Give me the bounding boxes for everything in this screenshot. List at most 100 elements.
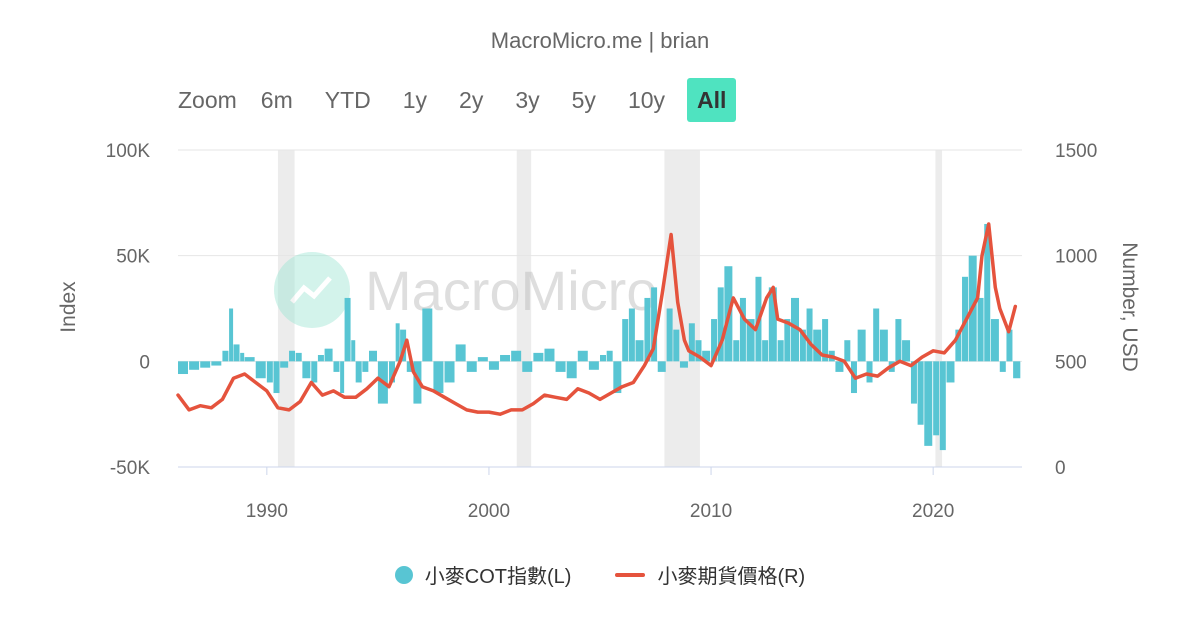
range-button-5y[interactable]: 5y [571, 87, 596, 113]
cot-bar [266, 361, 273, 383]
cot-bars [178, 223, 1021, 451]
cot-bar [389, 361, 395, 383]
cot-bar [822, 319, 829, 362]
left-axis-ticks: 100K 50K 0 -50K [106, 141, 151, 479]
zoom-label: Zoom [178, 86, 237, 113]
cot-bar [644, 297, 651, 362]
recession-bands [277, 150, 943, 467]
watermark-logo-line-icon [290, 276, 332, 304]
cot-bar [873, 308, 880, 362]
cot-bar [695, 340, 702, 362]
chart-credit: MacroMicro.me | brian [490, 28, 710, 53]
legend-item-price[interactable]: 小麥期貨價格(R) [615, 560, 805, 589]
cot-bar [844, 340, 851, 362]
cot-bar [311, 361, 318, 383]
cot-bar [784, 319, 791, 362]
watermark-text: MacroMicro [365, 259, 657, 322]
cot-bar [369, 350, 378, 362]
cot-bar [679, 361, 688, 368]
watermark-logo-icon [274, 252, 350, 328]
cot-bar [924, 361, 933, 446]
cot-bar [280, 361, 289, 368]
cot-bar [895, 319, 902, 362]
cot-bar [344, 297, 351, 362]
cot-bar [711, 319, 718, 362]
cot-bar [222, 350, 229, 362]
cot-bar [200, 361, 211, 368]
left-tick-label: 50K [116, 247, 150, 268]
left-tick-label: 0 [139, 352, 150, 373]
price-line [176, 222, 1018, 416]
watermark: MacroMicro [274, 252, 657, 328]
cot-bar [999, 361, 1006, 372]
cot-bar [635, 340, 644, 362]
cot-bar [233, 344, 240, 362]
cot-bar [622, 319, 629, 362]
cot-bar [302, 361, 311, 379]
range-button-10y[interactable]: 10y [627, 87, 666, 113]
cot-bar [444, 361, 455, 383]
range-button-ytd[interactable]: YTD [324, 87, 371, 113]
cot-bar [835, 361, 844, 372]
cot-bar [813, 329, 822, 362]
recession-band-3 [935, 150, 943, 467]
cot-bar [229, 308, 234, 362]
cot-bar [324, 348, 333, 362]
cot-bar [400, 329, 407, 362]
cot-bar [588, 361, 599, 370]
legend-item-cot[interactable]: 小麥COT指數(L) [394, 560, 572, 589]
cot-bar [477, 357, 488, 362]
range-button-2y[interactable]: 2y [459, 87, 484, 113]
cot-bar [244, 357, 255, 362]
cot-bar [933, 361, 940, 436]
x-tick-label: 2010 [690, 501, 732, 522]
right-axis-title: Number, USD [1118, 242, 1141, 372]
cot-bar [666, 308, 673, 362]
cot-bar [466, 361, 477, 372]
price-series-line [176, 222, 1018, 416]
cot-bar [211, 361, 222, 366]
cot-bar [488, 361, 499, 370]
cot-bar [422, 308, 433, 362]
cot-bar [702, 350, 711, 362]
cot-bar [522, 361, 533, 372]
cot-bar [178, 361, 188, 375]
cot-bar [606, 350, 613, 362]
range-button-all[interactable]: All [687, 78, 737, 122]
right-tick-label: 500 [1055, 352, 1087, 373]
range-button-1y[interactable]: 1y [402, 87, 428, 113]
range-button-3y[interactable]: 3y [515, 87, 540, 113]
cot-bar [273, 361, 280, 394]
cot-bar [984, 223, 991, 362]
cot-bar [395, 323, 400, 362]
left-axis-title: Index [57, 281, 80, 333]
cot-bar [533, 352, 544, 362]
recession-band-1 [516, 150, 532, 467]
cot-bar [577, 350, 588, 362]
range-button-6m[interactable]: 6m [260, 87, 293, 113]
cot-bar [240, 352, 245, 362]
cot-bar [717, 287, 724, 362]
left-tick-label: 100K [106, 141, 151, 162]
x-tick-label: 2000 [468, 501, 510, 522]
legend-dot-icon [394, 565, 413, 584]
left-tick-label: -50K [110, 458, 150, 479]
cot-bar [628, 308, 635, 362]
cot-bar [1006, 329, 1013, 362]
cot-bar [555, 361, 566, 372]
cot-bar [289, 350, 296, 362]
cot-bar [362, 361, 369, 372]
cot-bar [806, 308, 813, 362]
cot-bar [673, 329, 680, 362]
cot-bar [333, 361, 340, 372]
cot-bar [946, 361, 955, 383]
recession-band-0 [277, 150, 295, 467]
cot-bar [857, 329, 866, 362]
cot-bar [955, 329, 962, 362]
legend-label-cot: 小麥COT指數(L) [424, 566, 572, 588]
cot-bar [799, 329, 806, 362]
cot-bar [910, 361, 917, 404]
x-tick-label: 1990 [246, 501, 288, 522]
legend: 小麥COT指數(L) 小麥期貨價格(R) [0, 560, 1200, 589]
cot-bar [295, 352, 302, 362]
